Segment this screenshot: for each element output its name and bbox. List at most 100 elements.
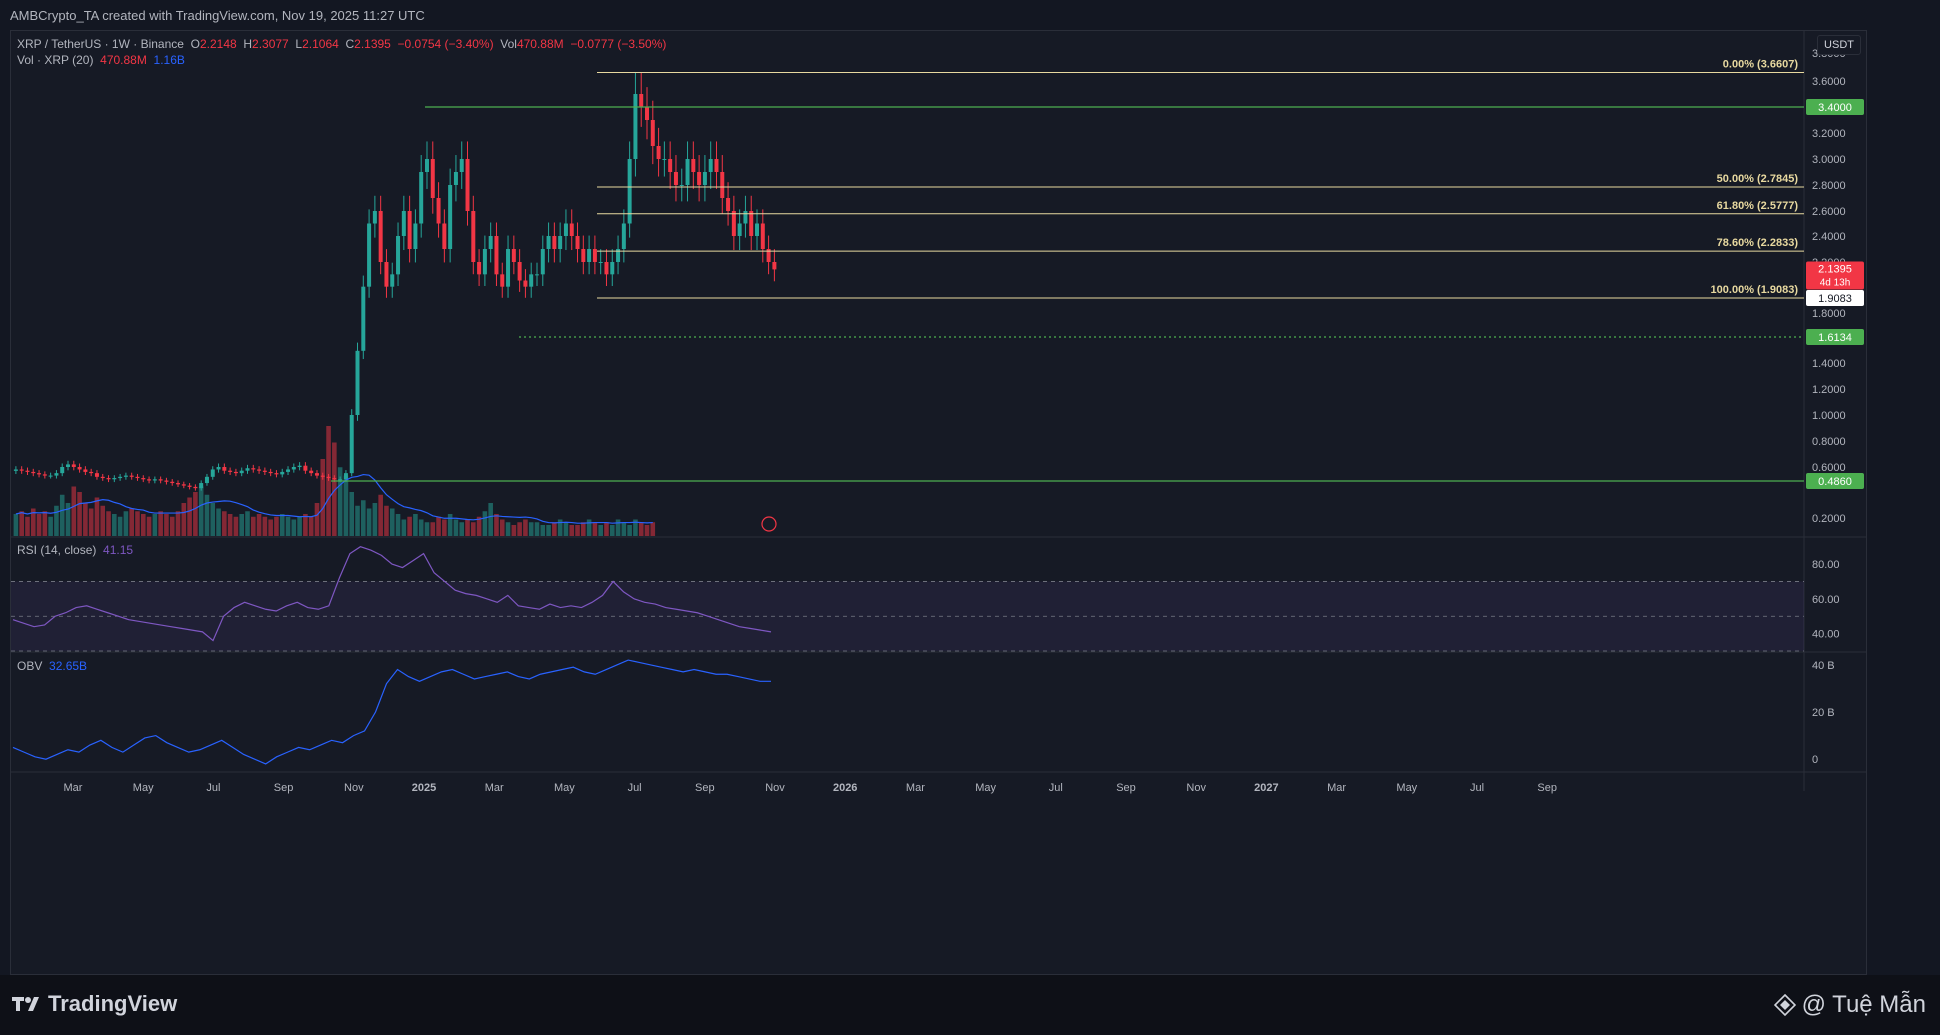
time-tick-label: Jul bbox=[206, 782, 220, 794]
level-price-tag-text: 1.6134 bbox=[1818, 332, 1852, 344]
candle-body bbox=[453, 172, 458, 185]
time-tick-label: May bbox=[975, 782, 996, 794]
volume-bar bbox=[517, 522, 522, 536]
volume-bar bbox=[303, 514, 308, 536]
volume-group bbox=[13, 426, 656, 536]
candle-body bbox=[77, 467, 82, 470]
candle-body bbox=[645, 107, 650, 120]
candle-body bbox=[239, 470, 244, 474]
candle-body bbox=[233, 471, 238, 474]
volume-bar bbox=[152, 514, 158, 536]
volume-bar bbox=[436, 516, 441, 536]
rsi-line bbox=[12, 546, 772, 642]
candle-body bbox=[158, 479, 163, 481]
volume-bar bbox=[528, 522, 534, 536]
volume-value: 470.88M bbox=[516, 37, 564, 51]
volume-bar bbox=[534, 522, 540, 536]
currency-button[interactable]: USDT bbox=[1817, 35, 1861, 55]
volume-bar bbox=[77, 492, 82, 536]
candle-body bbox=[245, 468, 250, 471]
volume-bar bbox=[250, 516, 256, 536]
volume-bar bbox=[615, 519, 621, 536]
volume-bar bbox=[297, 516, 302, 536]
volume-bar bbox=[581, 522, 586, 536]
candle-body bbox=[396, 236, 401, 275]
volume-bar bbox=[557, 519, 563, 536]
time-tick-label: Sep bbox=[1537, 782, 1557, 794]
candle-body bbox=[616, 249, 621, 262]
candle-body bbox=[436, 198, 441, 224]
volume-bar bbox=[563, 522, 569, 536]
candle-body bbox=[662, 159, 667, 160]
time-tick-label: Mar bbox=[485, 782, 504, 794]
candle-body bbox=[378, 211, 383, 262]
candle-body bbox=[280, 471, 285, 475]
candle-body bbox=[691, 159, 696, 172]
volume-bar bbox=[262, 516, 268, 536]
level-price-tag bbox=[1806, 329, 1864, 345]
candle-body bbox=[685, 159, 690, 185]
candle-body bbox=[743, 211, 748, 224]
rsi-tick-label: 40.00 bbox=[1812, 629, 1840, 641]
candle-body bbox=[650, 120, 655, 146]
volume-bar bbox=[117, 516, 123, 536]
candle-body bbox=[755, 223, 760, 236]
volume-bar bbox=[407, 516, 412, 536]
candle-body bbox=[199, 483, 204, 489]
volume-bar bbox=[499, 519, 505, 536]
candle-body bbox=[372, 211, 377, 224]
candle-body bbox=[668, 159, 673, 172]
candle-body bbox=[303, 465, 308, 471]
candle-body bbox=[170, 481, 175, 484]
chart-canvas[interactable]: 3.80003.60003.20003.00002.80002.60002.40… bbox=[11, 31, 1866, 974]
level-price-tag-text: 3.4000 bbox=[1818, 102, 1852, 114]
candle-body bbox=[349, 415, 354, 474]
candle-body bbox=[540, 249, 545, 275]
volume-bar bbox=[378, 494, 383, 536]
time-tick-label: Mar bbox=[64, 782, 83, 794]
candle-body bbox=[141, 478, 146, 480]
volume-bar bbox=[112, 514, 117, 536]
fib-level-label: 61.80% (2.5777) bbox=[1717, 200, 1799, 212]
candle-body bbox=[262, 470, 267, 472]
volume-bar bbox=[135, 511, 140, 536]
ohlc-legend: XRP / TetherUS · 1W · Binance O2.2148 H2… bbox=[17, 37, 667, 51]
candle-body bbox=[656, 146, 661, 159]
level-price-tag bbox=[1806, 473, 1864, 489]
volume-bar bbox=[650, 522, 656, 536]
candle-body bbox=[66, 464, 71, 467]
candle-body bbox=[123, 475, 128, 477]
candle-body bbox=[129, 475, 134, 477]
footer: TradingView @ Tuệ Mẫn bbox=[0, 975, 1940, 1035]
volume-bar bbox=[638, 522, 644, 536]
volume-bar bbox=[59, 494, 65, 536]
fib-price-tag bbox=[1806, 290, 1864, 306]
obv-legend: OBV 32.65B bbox=[17, 659, 88, 673]
volume-bar bbox=[633, 519, 638, 536]
tradingview-icon bbox=[12, 995, 40, 1013]
volume-bar bbox=[129, 508, 134, 536]
tradingview-logo[interactable]: TradingView bbox=[12, 991, 177, 1017]
candle-body bbox=[506, 249, 511, 287]
volume-bar bbox=[586, 519, 592, 536]
candle-body bbox=[181, 484, 186, 486]
candle-body bbox=[639, 94, 644, 107]
price-tick-label: 0.8000 bbox=[1812, 436, 1846, 448]
price-tick-label: 3.2000 bbox=[1812, 128, 1846, 140]
candle-body bbox=[291, 467, 296, 470]
volume-bar bbox=[285, 516, 291, 536]
volume-bar bbox=[453, 519, 459, 536]
candle-body bbox=[176, 483, 181, 485]
level-price-tag-text: 0.4860 bbox=[1818, 476, 1852, 488]
candle-body bbox=[720, 172, 725, 198]
last-price-tag bbox=[1806, 261, 1864, 290]
volume-change: −0.0777 (−3.50%) bbox=[570, 37, 667, 51]
time-tick-label: Nov bbox=[765, 782, 785, 794]
volume-bar bbox=[592, 522, 598, 536]
author-watermark: @ Tuệ Mẫn bbox=[1773, 991, 1926, 1019]
candle-body bbox=[187, 485, 192, 487]
price-tick-label: 2.4000 bbox=[1812, 231, 1846, 243]
volume-bar bbox=[644, 525, 650, 536]
volume-bar bbox=[268, 519, 273, 536]
time-tick-label: 2026 bbox=[833, 782, 857, 794]
